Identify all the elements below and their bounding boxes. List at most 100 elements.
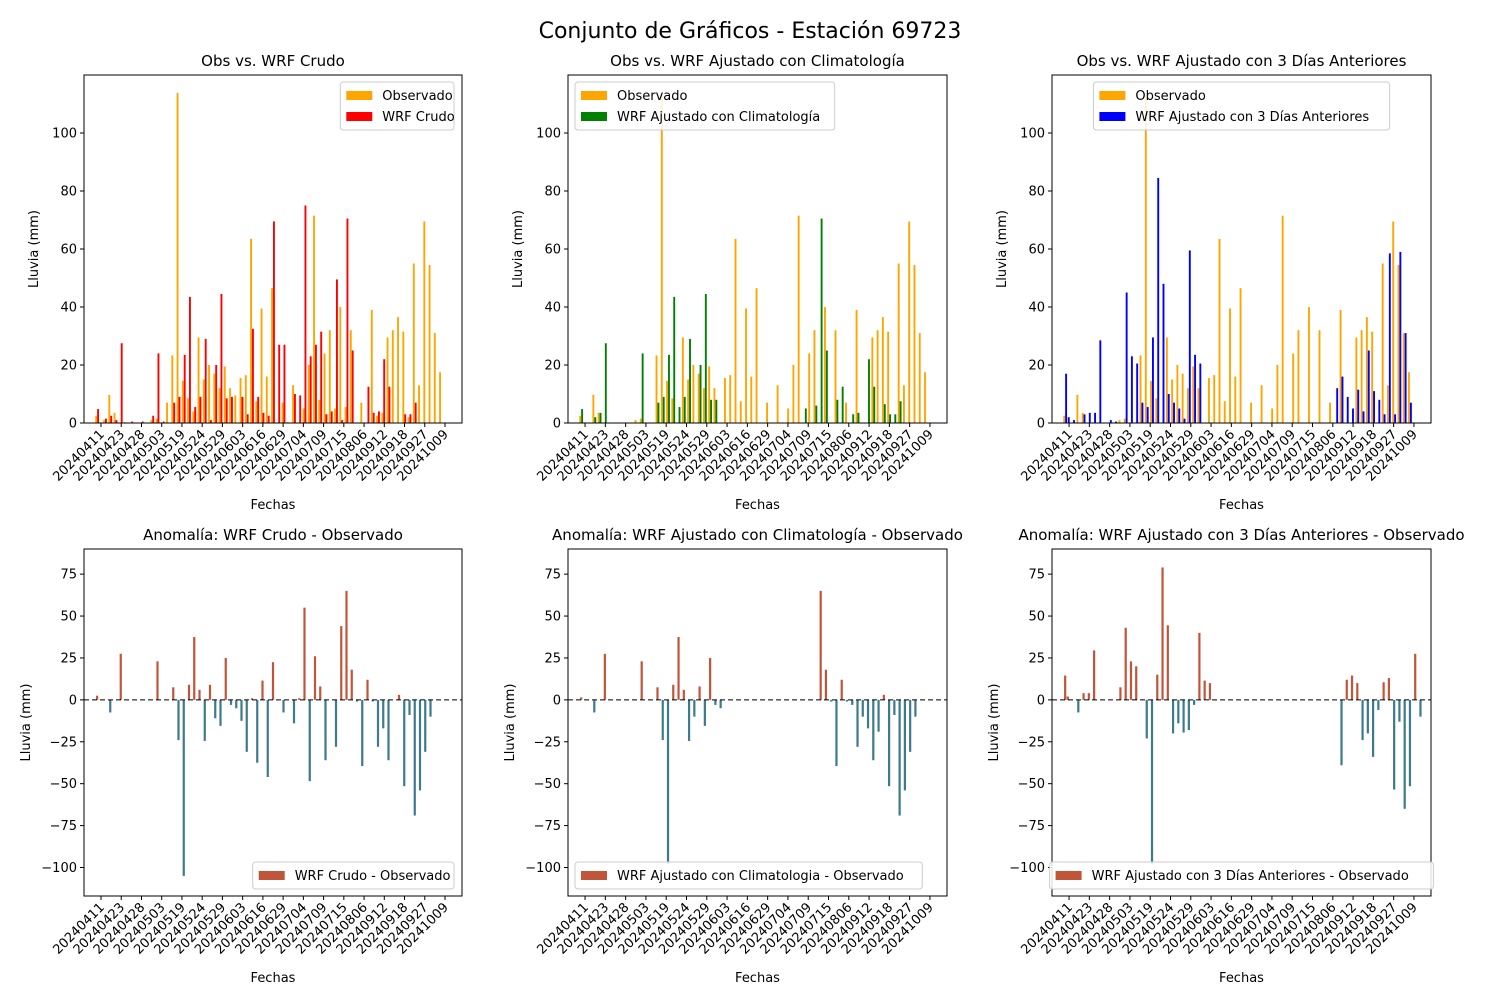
bar <box>334 699 338 747</box>
bar <box>319 686 322 700</box>
bar <box>1365 317 1368 423</box>
bar <box>252 328 254 423</box>
bar <box>1083 414 1086 423</box>
bar <box>131 421 134 423</box>
axes-frame <box>567 74 948 424</box>
bar <box>918 333 921 423</box>
bar <box>214 699 217 719</box>
y-tick-label: 50 <box>1028 610 1045 625</box>
bar <box>687 379 690 423</box>
bar <box>208 684 212 700</box>
bar <box>1171 379 1174 423</box>
bar <box>376 415 378 423</box>
bar <box>604 343 607 423</box>
chart-title: Anomalía: WRF Ajustado con 3 Días Anteri… <box>1018 526 1464 544</box>
bar <box>666 699 670 865</box>
y-tick-label: 20 <box>1028 359 1045 374</box>
bar <box>1292 353 1295 423</box>
bar <box>1130 356 1133 423</box>
x-axis-label: Fechas <box>1219 498 1264 513</box>
bar <box>855 309 858 423</box>
bar <box>1187 699 1190 731</box>
chart-panel-3: Obs vs. WRF Ajustado con 3 Días Anterior… <box>995 52 1432 513</box>
bar <box>1378 399 1381 423</box>
bar <box>225 398 228 423</box>
bar <box>1193 699 1196 705</box>
bar <box>244 375 247 423</box>
bar <box>1150 380 1153 423</box>
bar <box>594 417 597 423</box>
bar <box>1382 682 1385 700</box>
bar <box>1183 418 1186 423</box>
legend-swatch <box>1055 871 1082 880</box>
bar <box>908 221 911 423</box>
y-tick-label: 40 <box>60 301 77 316</box>
bar <box>1341 376 1344 423</box>
bar <box>1203 680 1206 700</box>
bar <box>381 412 384 423</box>
bar <box>804 408 807 423</box>
y-axis-label: Lluvia (mm) <box>503 684 518 762</box>
bar <box>250 238 252 423</box>
bar <box>1419 699 1422 717</box>
bar <box>110 415 113 423</box>
bar <box>708 366 711 423</box>
bar <box>391 330 394 423</box>
bar <box>414 402 417 423</box>
bar <box>266 699 269 777</box>
bar <box>198 689 201 700</box>
y-tick-label: 0 <box>1037 417 1045 432</box>
y-tick-label: −75 <box>50 819 77 834</box>
legend-label: WRF Crudo <box>382 110 454 125</box>
bar <box>1336 388 1339 423</box>
bar <box>1329 402 1331 423</box>
bar <box>1208 378 1210 423</box>
bar <box>689 338 691 423</box>
legend-swatch <box>1099 91 1126 100</box>
legend-label: Observado <box>382 89 453 104</box>
bar <box>1198 632 1201 700</box>
bar <box>283 344 286 423</box>
bar <box>1381 263 1384 423</box>
legend-label: WRF Ajustado con 3 Días Anteriores <box>1135 110 1369 125</box>
bar <box>660 92 663 423</box>
y-tick-label: −75 <box>534 819 561 834</box>
legend-swatch <box>1099 112 1126 121</box>
bar <box>95 415 98 423</box>
bar <box>223 366 226 423</box>
x-axis-label: Fechas <box>735 498 780 513</box>
bar <box>1352 408 1354 423</box>
bar <box>235 699 238 709</box>
bar <box>1167 394 1170 423</box>
y-tick-label: 40 <box>544 301 561 316</box>
bar <box>172 687 175 700</box>
bar <box>262 412 265 423</box>
bar <box>657 402 660 423</box>
bar <box>278 344 281 423</box>
legend-swatch <box>581 871 607 880</box>
bar <box>815 405 818 423</box>
bar <box>1392 221 1395 423</box>
bar <box>1152 337 1154 423</box>
bar <box>1099 340 1102 423</box>
axes-frame <box>1051 74 1432 424</box>
bar <box>766 402 769 423</box>
bar <box>109 699 112 713</box>
bar <box>1192 366 1195 423</box>
axes-frame <box>567 548 948 897</box>
bar <box>677 637 680 700</box>
bar <box>825 350 828 423</box>
bar <box>96 695 99 700</box>
legend: Observado WRF Ajustado con Climatología <box>574 81 836 131</box>
bar <box>902 385 905 423</box>
legend-label: WRF Crudo - Observado <box>295 869 451 884</box>
bar <box>428 264 431 423</box>
bar <box>1082 693 1085 700</box>
bar <box>634 420 637 423</box>
bar <box>224 657 227 700</box>
y-tick-label: 0 <box>69 417 77 432</box>
bar <box>202 379 205 423</box>
bar <box>378 411 380 423</box>
bar <box>673 296 676 423</box>
bar <box>1123 418 1126 423</box>
